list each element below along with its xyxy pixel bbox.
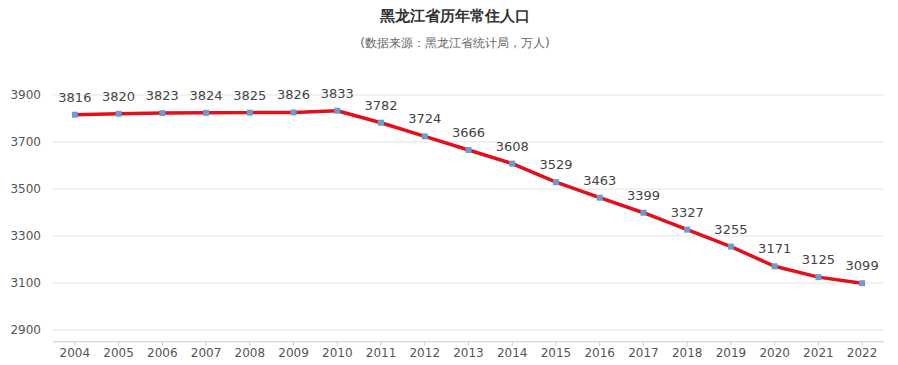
data-point xyxy=(72,112,78,118)
data-label: 3399 xyxy=(627,188,660,203)
y-tick-label: 3900 xyxy=(10,88,41,102)
x-tick-label: 2011 xyxy=(366,346,397,360)
data-point xyxy=(597,195,603,201)
data-point xyxy=(640,210,646,216)
x-tick-label: 2012 xyxy=(409,346,440,360)
data-label: 3327 xyxy=(671,205,704,220)
data-label: 3833 xyxy=(321,86,354,101)
data-label: 3826 xyxy=(277,87,310,102)
data-label: 3816 xyxy=(58,90,91,105)
x-tick-label: 2010 xyxy=(322,346,353,360)
x-tick-label: 2019 xyxy=(716,346,747,360)
x-tick-label: 2007 xyxy=(191,346,222,360)
chart-container: 黑龙江省历年常住人口 (数据来源：黑龙江省统计局，万人) 2900 3100 3300 3… xyxy=(0,0,898,365)
x-tick-label: 2016 xyxy=(584,346,615,360)
grid-line xyxy=(53,189,884,190)
x-tick-label: 2018 xyxy=(672,346,703,360)
x-tick-label: 2021 xyxy=(803,346,834,360)
y-tick-label: 3500 xyxy=(10,182,41,196)
data-point xyxy=(815,274,821,280)
data-line xyxy=(75,111,862,283)
y-tick-label: 3300 xyxy=(10,229,41,243)
data-point xyxy=(422,133,428,139)
data-label: 3782 xyxy=(364,98,397,113)
y-tick-label: 3100 xyxy=(10,276,41,290)
x-tick-label: 2017 xyxy=(628,346,659,360)
data-label: 3724 xyxy=(408,111,441,126)
x-tick-label: 2005 xyxy=(103,346,134,360)
data-point xyxy=(291,109,297,115)
data-point xyxy=(553,179,559,185)
x-tick-label: 2020 xyxy=(759,346,790,360)
grid-line xyxy=(53,142,884,143)
data-label: 3823 xyxy=(146,88,179,103)
grid-line xyxy=(53,283,884,284)
data-label: 3825 xyxy=(233,88,266,103)
x-tick-label: 2015 xyxy=(541,346,572,360)
data-point xyxy=(684,227,690,233)
grid-line xyxy=(53,236,884,237)
data-point xyxy=(772,263,778,269)
data-label: 3171 xyxy=(758,241,791,256)
data-point xyxy=(334,108,340,114)
chart-svg: 黑龙江省历年常住人口 (数据来源：黑龙江省统计局，万人) 2900 3100 3300 3… xyxy=(0,0,898,365)
chart-title: 黑龙江省历年常住人口 xyxy=(379,7,530,25)
data-point xyxy=(116,111,122,117)
x-tick-label: 2009 xyxy=(278,346,309,360)
data-point xyxy=(247,110,253,116)
x-tick-label: 2014 xyxy=(497,346,528,360)
x-tick-label: 2006 xyxy=(147,346,178,360)
grid-line xyxy=(53,330,884,331)
data-label: 3099 xyxy=(846,258,879,273)
data-label: 3820 xyxy=(102,89,135,104)
data-point xyxy=(378,120,384,126)
data-label: 3666 xyxy=(452,125,485,140)
data-label: 3255 xyxy=(714,222,747,237)
y-tick-label: 3700 xyxy=(10,135,41,149)
plot-area xyxy=(72,108,865,286)
data-point xyxy=(466,147,472,153)
x-tick-label: 2022 xyxy=(847,346,878,360)
data-point xyxy=(509,161,515,167)
x-tick-label: 2004 xyxy=(60,346,91,360)
data-label: 3125 xyxy=(802,252,835,267)
data-label: 3529 xyxy=(539,157,572,172)
x-tick-label: 2008 xyxy=(235,346,266,360)
data-label: 3608 xyxy=(496,139,529,154)
x-tick-label: 2013 xyxy=(453,346,484,360)
data-label: 3463 xyxy=(583,173,616,188)
data-point xyxy=(728,244,734,250)
chart-subtitle: (数据来源：黑龙江省统计局，万人) xyxy=(360,36,549,50)
data-label: 3824 xyxy=(190,88,223,103)
y-tick-label: 2900 xyxy=(10,323,41,337)
data-point xyxy=(859,280,865,286)
data-point xyxy=(159,110,165,116)
data-point xyxy=(203,110,209,116)
